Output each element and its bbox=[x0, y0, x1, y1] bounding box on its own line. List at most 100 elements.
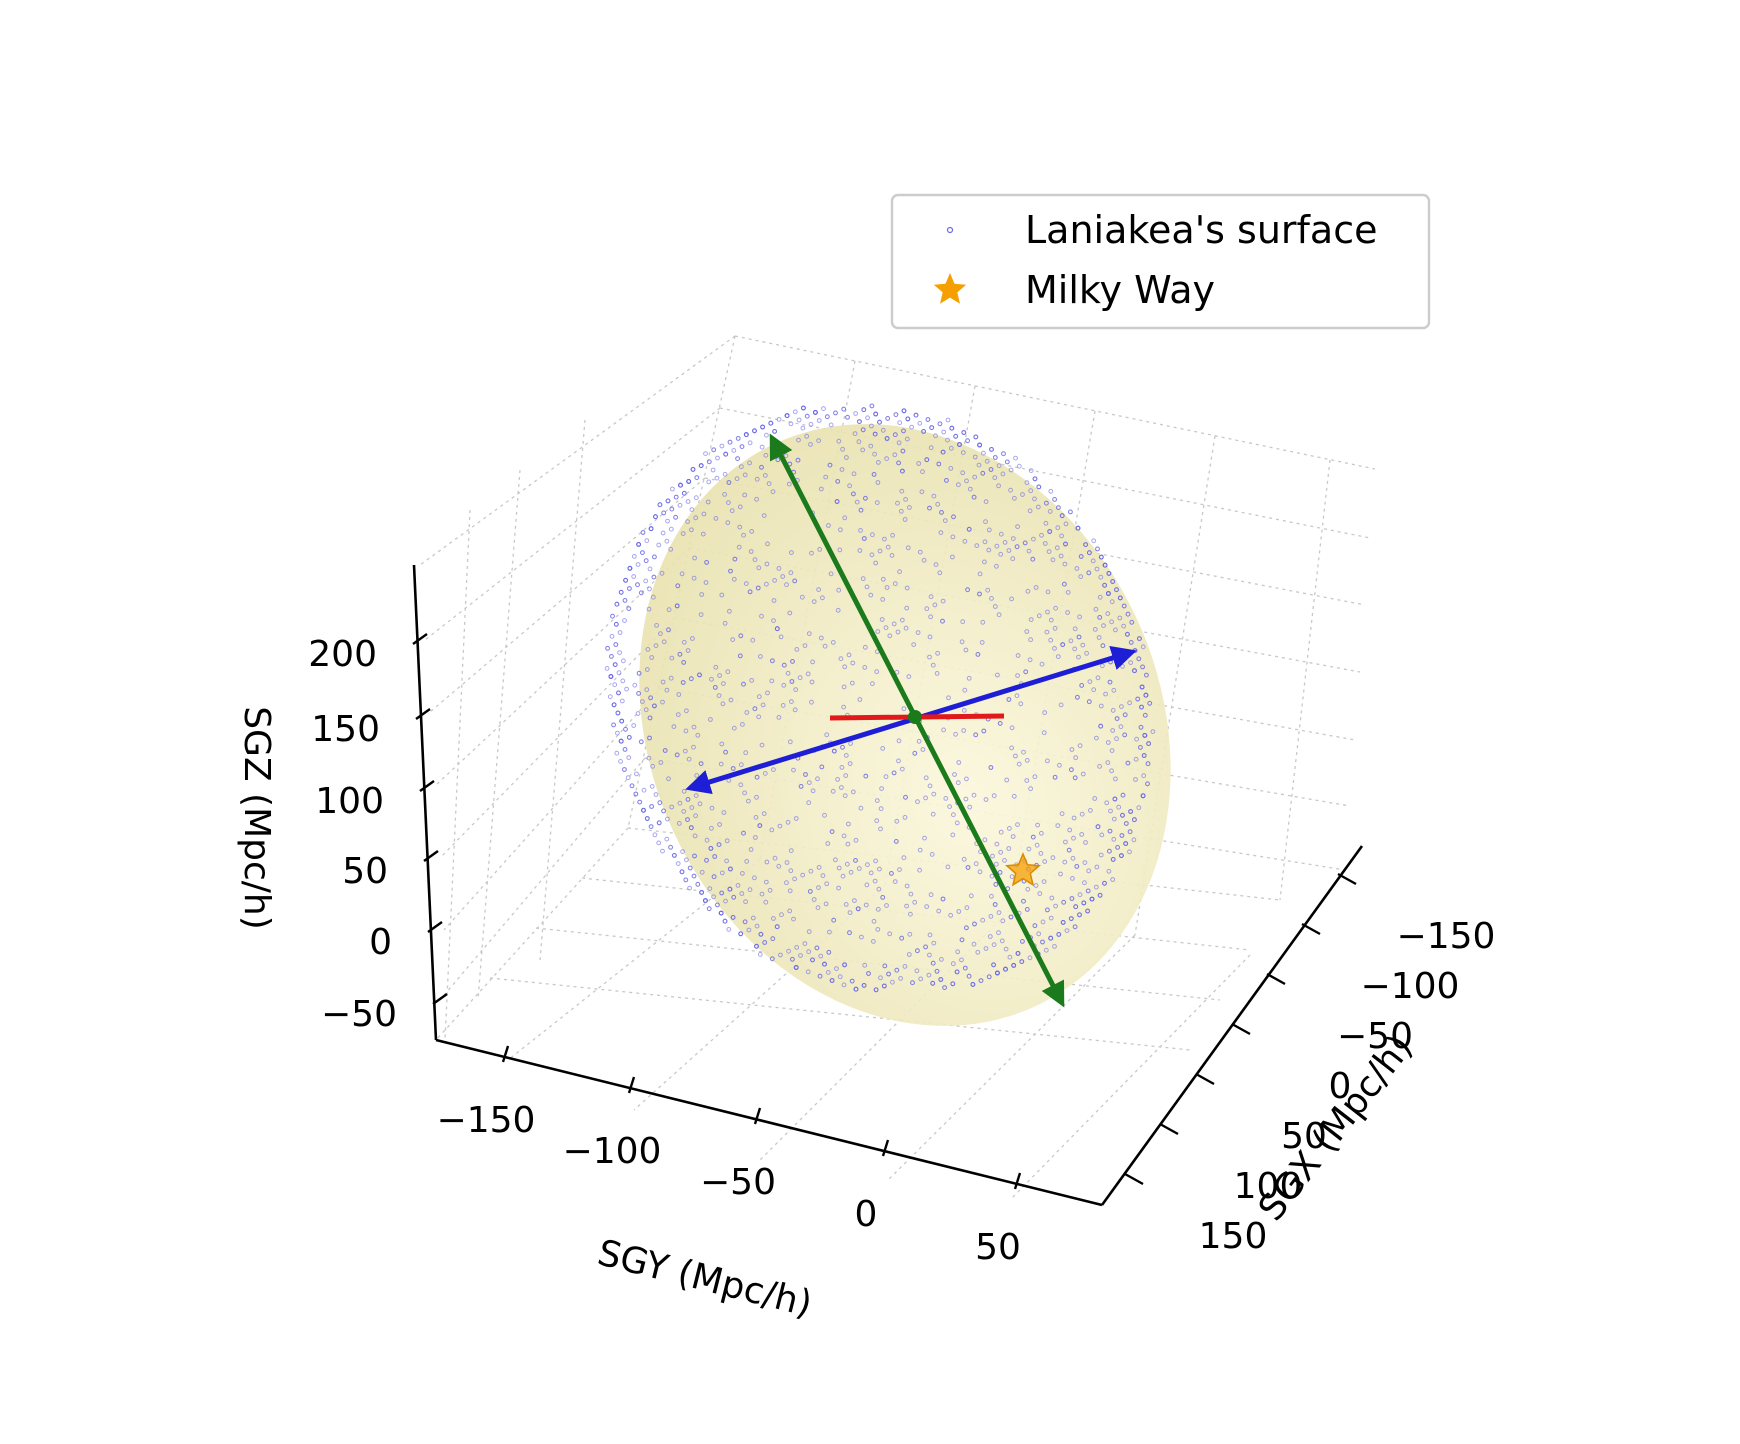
surface-point bbox=[737, 524, 743, 530]
surface-point bbox=[753, 835, 758, 840]
surface-point bbox=[1077, 892, 1083, 898]
surface-point bbox=[1068, 916, 1074, 921]
surface-point bbox=[692, 555, 697, 561]
surface-point bbox=[756, 565, 762, 571]
surface-point bbox=[784, 413, 790, 419]
surface-point bbox=[660, 530, 666, 536]
surface-point bbox=[700, 531, 706, 537]
surface-point bbox=[1064, 928, 1070, 933]
surface-point bbox=[1099, 832, 1105, 838]
surface-point bbox=[681, 639, 687, 645]
surface-point bbox=[754, 943, 759, 949]
surface-point bbox=[711, 894, 716, 900]
surface-point bbox=[1088, 808, 1093, 813]
surface-point bbox=[949, 425, 955, 431]
surface-point bbox=[657, 502, 663, 508]
surface-point bbox=[690, 467, 696, 472]
y-tick-mark bbox=[881, 1139, 890, 1157]
surface-point bbox=[676, 821, 682, 826]
surface-point bbox=[727, 608, 732, 614]
surface-point bbox=[1140, 664, 1145, 670]
surface-point bbox=[641, 787, 647, 793]
surface-point bbox=[671, 724, 677, 729]
surface-point bbox=[631, 723, 637, 728]
surface-point bbox=[1081, 900, 1087, 906]
surface-point bbox=[709, 825, 714, 831]
z-tick-label: 50 bbox=[342, 851, 388, 892]
surface-point bbox=[925, 417, 931, 422]
grid-line bbox=[443, 687, 661, 931]
surface-point bbox=[893, 412, 899, 418]
surface-point bbox=[1048, 488, 1054, 494]
surface-point bbox=[734, 476, 740, 482]
surface-point bbox=[788, 421, 794, 427]
surface-point bbox=[764, 432, 769, 438]
surface-point bbox=[762, 940, 768, 945]
surface-point bbox=[750, 637, 756, 643]
surface-point bbox=[736, 544, 742, 550]
surface-point bbox=[711, 874, 717, 880]
surface-point bbox=[652, 832, 658, 838]
z-tick-mark bbox=[415, 708, 431, 720]
surface-point bbox=[651, 574, 657, 580]
surface-point bbox=[1138, 724, 1144, 730]
grid-line bbox=[1009, 954, 1251, 1201]
surface-point bbox=[796, 417, 802, 423]
surface-point bbox=[1070, 855, 1076, 861]
surface-point bbox=[1110, 877, 1116, 882]
surface-point bbox=[1147, 700, 1153, 706]
surface-point bbox=[1129, 619, 1135, 625]
surface-point bbox=[679, 571, 685, 577]
surface-point bbox=[681, 809, 687, 814]
surface-point bbox=[742, 492, 748, 498]
surface-point bbox=[1078, 554, 1084, 559]
surface-point bbox=[763, 879, 769, 885]
surface-point bbox=[665, 498, 671, 504]
surface-point bbox=[653, 643, 659, 648]
surface-point bbox=[804, 413, 810, 419]
surface-point bbox=[693, 515, 699, 521]
surface-point bbox=[712, 854, 718, 859]
surface-point bbox=[711, 447, 717, 453]
surface-point bbox=[636, 691, 641, 696]
surface-point bbox=[726, 480, 732, 485]
surface-point bbox=[620, 678, 626, 684]
surface-point bbox=[677, 800, 683, 806]
surface-point bbox=[724, 858, 729, 864]
surface-point bbox=[728, 568, 733, 574]
surface-point bbox=[695, 881, 701, 887]
surface-point bbox=[644, 687, 650, 692]
surface-point bbox=[853, 411, 858, 416]
y-tick-mark bbox=[627, 1076, 636, 1094]
surface-point bbox=[622, 747, 628, 752]
surface-point bbox=[1074, 566, 1080, 571]
surface-point bbox=[1065, 610, 1070, 615]
surface-point bbox=[761, 811, 767, 816]
surface-point bbox=[643, 578, 649, 584]
surface-point bbox=[622, 767, 627, 772]
z-tick-mark bbox=[423, 850, 439, 862]
surface-point bbox=[635, 582, 640, 588]
surface-point bbox=[685, 797, 691, 802]
surface-point bbox=[694, 475, 700, 481]
surface-point bbox=[1097, 615, 1103, 620]
surface-point bbox=[759, 613, 764, 619]
surface-point bbox=[1140, 793, 1146, 799]
surface-point bbox=[661, 639, 667, 645]
surface-point bbox=[1108, 808, 1113, 814]
grid-line bbox=[477, 469, 521, 1001]
surface-point bbox=[857, 419, 862, 425]
surface-point bbox=[747, 887, 753, 893]
surface-point bbox=[707, 886, 713, 891]
surface-point bbox=[641, 807, 646, 813]
z-axis-line bbox=[412, 564, 438, 1041]
surface-point bbox=[638, 739, 644, 745]
surface-point bbox=[1065, 590, 1071, 595]
surface-point bbox=[759, 444, 765, 450]
surface-point bbox=[679, 869, 685, 875]
surface-point bbox=[1136, 656, 1142, 662]
surface-point bbox=[654, 623, 659, 628]
surface-point bbox=[693, 813, 698, 819]
surface-point bbox=[753, 815, 759, 820]
